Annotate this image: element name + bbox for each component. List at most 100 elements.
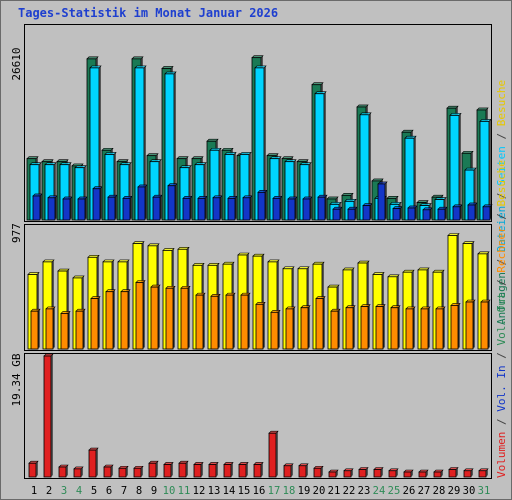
bar-seiten-day-2	[47, 197, 56, 221]
bar-seiten-day-6	[107, 196, 116, 221]
x-tick-label-day-24: 24	[373, 485, 386, 497]
bar-rechner-day-1	[30, 310, 39, 350]
bar-rechner-day-5	[90, 298, 99, 350]
bar-volumen-day-6-side	[111, 464, 113, 477]
bar-seiten-day-13	[212, 197, 221, 221]
bar-rechner-day-20	[315, 298, 324, 350]
bar-rechner-day-2-side	[53, 306, 55, 349]
bar-rechner-day-30-side	[473, 299, 475, 349]
bar-rechner-day-8	[135, 282, 144, 350]
bar-volumen-day-14	[223, 464, 232, 478]
bar-rechner-day-29-side	[458, 303, 460, 349]
bar-volumen-day-2-side	[51, 354, 53, 477]
bar-volumen-day-31-side	[486, 468, 488, 477]
bar-volumen-day-15	[238, 464, 247, 478]
bar-rechner-day-24	[375, 306, 384, 350]
bar-volumen-day-22	[343, 470, 352, 478]
y-max-label-visits: 977	[10, 223, 23, 243]
bar-seiten-day-26-side	[415, 205, 417, 220]
legend-bottom-part-8: Besuche	[495, 160, 508, 206]
bar-volumen-day-11-side	[186, 461, 188, 477]
bar-rechner-day-17	[270, 311, 279, 350]
bar-rechner-day-31-side	[488, 299, 490, 349]
x-tick-label-day-8: 8	[136, 485, 142, 497]
bar-rechner-day-12	[195, 294, 204, 350]
bar-volumen-day-1-side	[36, 461, 38, 477]
bar-seiten-day-24-side	[385, 181, 387, 220]
bar-volumen-day-1	[28, 462, 37, 478]
bar-rechner-day-31	[480, 301, 489, 350]
bar-volumen-day-18-side	[291, 463, 293, 477]
bar-seiten-day-25	[392, 208, 401, 221]
bar-seiten-day-1-side	[40, 193, 42, 220]
bar-rechner-day-11-side	[188, 286, 190, 349]
bar-seiten-day-20	[317, 196, 326, 221]
bar-seiten-day-27	[422, 209, 431, 221]
bar-volumen-day-10	[163, 464, 172, 478]
bar-dateien-day-10-side	[174, 71, 176, 220]
bar-seiten-day-5	[92, 188, 101, 221]
bar-rechner-day-16	[255, 303, 264, 350]
bar-rechner-day-13	[210, 295, 219, 350]
bar-rechner-day-26	[405, 308, 414, 350]
bar-volumen-day-31	[478, 470, 487, 478]
bar-rechner-day-12-side	[203, 293, 205, 349]
bar-rechner-day-15	[240, 294, 249, 350]
bar-volumen-day-11	[178, 462, 187, 478]
bar-volumen-day-25-side	[396, 468, 398, 477]
bar-volumen-day-28	[433, 471, 442, 478]
bar-dateien-day-31-side	[489, 119, 491, 220]
bar-seiten-day-17	[272, 197, 281, 221]
bar-seiten-day-29	[452, 206, 461, 221]
x-tick-label-day-29: 29	[448, 485, 461, 497]
legend-top-part-4: Seiten	[495, 146, 508, 186]
x-tick-label-day-4: 4	[76, 485, 82, 497]
bar-seiten-day-3-side	[70, 196, 72, 220]
bar-seiten-day-25-side	[400, 206, 402, 220]
legend-bottom-part-0: Volumen	[495, 432, 508, 478]
bar-rechner-day-2	[45, 308, 54, 350]
bar-seiten-day-20-side	[325, 195, 327, 220]
bar-seiten-day-10-side	[175, 183, 177, 220]
bar-seiten-day-8	[137, 186, 146, 221]
x-tick-label-day-14: 14	[223, 485, 236, 497]
x-tick-label-day-25: 25	[388, 485, 401, 497]
bar-volumen-day-9	[148, 462, 157, 478]
bar-volumen-day-13-side	[216, 462, 218, 477]
bar-volumen-day-7-side	[126, 466, 128, 477]
volume-bars-group	[28, 353, 489, 478]
bar-volumen-day-3-side	[66, 464, 68, 477]
bar-volumen-day-5-side	[96, 448, 98, 477]
bar-rechner-day-1-side	[38, 309, 40, 349]
bar-seiten-day-17-side	[280, 196, 282, 220]
bar-volumen-day-24-side	[381, 467, 383, 477]
legend-top-part-6: Besuche	[495, 80, 508, 126]
x-tick-label-day-10: 10	[163, 485, 176, 497]
bar-rechner-day-30	[465, 301, 474, 350]
bar-volumen-day-12-side	[201, 462, 203, 477]
bar-volumen-day-16	[253, 464, 262, 478]
bar-seiten-day-30	[467, 204, 476, 221]
bar-rechner-day-21-side	[338, 309, 340, 349]
bar-volumen-day-23	[358, 469, 367, 478]
bar-seiten-day-7	[122, 197, 131, 221]
bar-seiten-day-15	[242, 197, 251, 221]
bar-seiten-day-10	[167, 185, 176, 221]
bar-rechner-day-9	[150, 286, 159, 350]
x-tick-label-day-31: 31	[478, 485, 491, 497]
bar-seiten-day-4	[77, 198, 86, 221]
bar-seiten-day-4-side	[85, 196, 87, 220]
bar-rechner-day-10-side	[173, 286, 175, 349]
bar-dateien-day-23-side	[369, 112, 371, 220]
bar-rechner-day-19-side	[308, 305, 310, 349]
bar-seiten-day-18-side	[295, 196, 297, 220]
panel-volume-frame	[24, 353, 492, 479]
bar-volumen-day-8-side	[141, 466, 143, 477]
y-max-label-volume: 19.34 GB	[10, 353, 23, 406]
bar-volumen-day-30-side	[471, 468, 473, 477]
bar-rechner-day-25-side	[398, 305, 400, 349]
bar-rechner-day-22	[345, 307, 354, 350]
bar-rechner-day-23	[360, 306, 369, 350]
bar-rechner-day-18-side	[293, 306, 295, 349]
